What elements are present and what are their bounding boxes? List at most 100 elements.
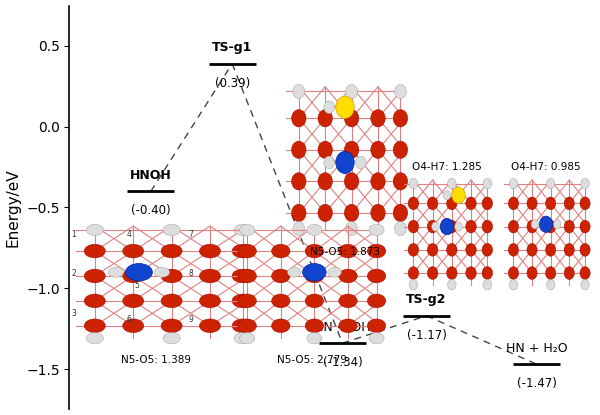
Circle shape (232, 244, 253, 258)
Circle shape (86, 333, 103, 344)
Circle shape (367, 294, 386, 308)
Circle shape (199, 319, 221, 333)
Circle shape (564, 220, 574, 233)
Circle shape (580, 220, 590, 233)
Circle shape (324, 156, 334, 169)
Circle shape (580, 244, 590, 256)
Circle shape (339, 319, 357, 333)
Circle shape (305, 294, 323, 308)
Circle shape (545, 267, 556, 279)
Text: TS-g2: TS-g2 (406, 293, 446, 306)
Circle shape (371, 141, 385, 159)
Circle shape (293, 222, 305, 236)
Circle shape (545, 197, 556, 210)
Text: HN + OH: HN + OH (314, 320, 371, 334)
Circle shape (409, 178, 418, 189)
Circle shape (305, 244, 323, 258)
Circle shape (163, 224, 180, 235)
Circle shape (305, 269, 323, 283)
Circle shape (393, 141, 407, 159)
Circle shape (371, 173, 385, 190)
Circle shape (564, 267, 574, 279)
Circle shape (238, 319, 256, 333)
Circle shape (161, 244, 182, 258)
Circle shape (483, 178, 491, 189)
Text: 1: 1 (71, 230, 76, 239)
Circle shape (307, 333, 322, 344)
Circle shape (581, 279, 589, 290)
Text: HN + H₂O: HN + H₂O (506, 342, 568, 354)
Circle shape (367, 244, 386, 258)
Circle shape (367, 319, 386, 333)
Circle shape (446, 267, 457, 279)
Circle shape (122, 319, 144, 333)
Circle shape (431, 222, 439, 231)
Circle shape (346, 84, 358, 98)
Circle shape (427, 197, 438, 210)
Circle shape (393, 173, 407, 190)
Circle shape (339, 294, 357, 308)
Y-axis label: Energy/eV: Energy/eV (5, 168, 20, 247)
Circle shape (446, 197, 457, 210)
Text: N5-O5: 1.389: N5-O5: 1.389 (121, 355, 191, 365)
Text: 9: 9 (188, 315, 193, 324)
Text: TS-g1: TS-g1 (212, 41, 253, 54)
Circle shape (408, 244, 419, 256)
Circle shape (318, 110, 332, 127)
Circle shape (336, 151, 354, 173)
Circle shape (393, 204, 407, 222)
Circle shape (272, 269, 290, 283)
Circle shape (318, 141, 332, 159)
Circle shape (84, 294, 106, 308)
Circle shape (163, 333, 180, 344)
Circle shape (482, 267, 493, 279)
Circle shape (344, 173, 359, 190)
Circle shape (408, 220, 419, 233)
Circle shape (446, 244, 457, 256)
Circle shape (292, 110, 306, 127)
Text: N5-O5: 2.779: N5-O5: 2.779 (277, 355, 347, 365)
Circle shape (448, 279, 456, 290)
Circle shape (452, 187, 465, 203)
Circle shape (545, 220, 556, 233)
Circle shape (371, 110, 385, 127)
Circle shape (318, 173, 332, 190)
Circle shape (367, 269, 386, 283)
Circle shape (508, 267, 518, 279)
Circle shape (395, 222, 406, 236)
Circle shape (336, 96, 354, 118)
Circle shape (232, 319, 253, 333)
Circle shape (395, 84, 406, 98)
Circle shape (580, 197, 590, 210)
Circle shape (293, 84, 305, 98)
Circle shape (369, 333, 384, 344)
Circle shape (509, 279, 518, 290)
Circle shape (161, 294, 182, 308)
Circle shape (527, 197, 537, 210)
Circle shape (466, 220, 476, 233)
Circle shape (371, 204, 385, 222)
Circle shape (272, 244, 290, 258)
Text: (-1.17): (-1.17) (407, 329, 446, 342)
Circle shape (339, 244, 357, 258)
Circle shape (199, 294, 221, 308)
Circle shape (239, 333, 255, 344)
Circle shape (84, 244, 106, 258)
Text: 6: 6 (127, 315, 132, 324)
Circle shape (527, 220, 537, 233)
Circle shape (455, 222, 463, 231)
Circle shape (292, 204, 306, 222)
Text: (-0.40): (-0.40) (131, 204, 170, 217)
Circle shape (199, 269, 221, 283)
Circle shape (272, 319, 290, 333)
Circle shape (427, 244, 438, 256)
Circle shape (305, 319, 323, 333)
Circle shape (527, 267, 537, 279)
Circle shape (272, 294, 290, 308)
Text: 3: 3 (71, 309, 76, 318)
Circle shape (482, 220, 493, 233)
Text: (-1.34): (-1.34) (323, 356, 362, 369)
Circle shape (122, 269, 144, 283)
Text: HNOH: HNOH (130, 168, 172, 182)
Circle shape (482, 197, 493, 210)
